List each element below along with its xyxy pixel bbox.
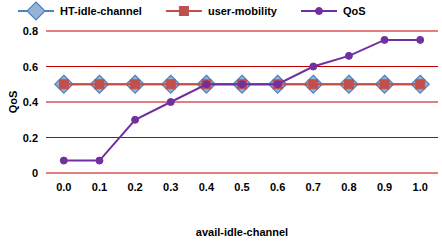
point-marker	[274, 81, 281, 88]
point-marker	[238, 80, 247, 89]
legend-label: HT-idle-channel	[60, 5, 142, 17]
point-marker	[344, 80, 353, 89]
x-tick-label: 0.2	[127, 181, 142, 193]
point-marker	[416, 80, 425, 89]
point-marker	[167, 99, 174, 106]
point-marker	[166, 80, 175, 89]
point-marker	[60, 157, 67, 164]
point-marker	[273, 80, 282, 89]
y-tick-label: 0.2	[23, 132, 38, 144]
legend-marker	[315, 8, 322, 15]
x-tick-label: 0.3	[163, 181, 178, 193]
point-marker	[59, 80, 68, 89]
x-tick-label: 0.9	[377, 181, 392, 193]
point-marker	[309, 80, 318, 89]
point-marker	[131, 80, 140, 89]
series-line	[64, 40, 420, 161]
grid-line	[46, 137, 438, 138]
y-tick-label: 0.4	[23, 96, 39, 108]
y-axis-title: QoS	[7, 91, 19, 114]
y-tick-label: 0	[32, 167, 38, 179]
series-1	[59, 80, 424, 89]
point-marker	[380, 80, 389, 89]
point-marker	[381, 36, 388, 43]
grid	[46, 31, 438, 173]
x-tick-label: 0.4	[199, 181, 215, 193]
legend: HT-idle-channel user-mobility QoS	[18, 2, 366, 20]
legend-marker	[179, 7, 188, 16]
point-marker	[95, 80, 104, 89]
y-tick-label: 0.6	[23, 61, 38, 73]
grid-line	[46, 31, 438, 32]
point-marker	[345, 52, 352, 59]
chart-container: 0 0.2 0.4 0.6 0.8 0.0 0.1 0.2 0.3 0.4 0.5 0.6 0.7 0.8…	[0, 0, 442, 246]
legend-marker	[27, 2, 45, 20]
x-tick-label: 0.1	[92, 181, 107, 193]
point-marker	[417, 36, 424, 43]
point-marker	[239, 81, 246, 88]
point-marker	[202, 80, 211, 89]
data-area	[55, 36, 429, 164]
point-marker	[132, 116, 139, 123]
grid-line	[46, 173, 438, 174]
x-tick-label: 0.6	[270, 181, 285, 193]
x-tick-label: 0.5	[234, 181, 249, 193]
x-tick-label: 1.0	[413, 181, 428, 193]
grid-line	[46, 102, 438, 103]
y-tick-label: 0.8	[23, 25, 38, 37]
chart-svg: 0 0.2 0.4 0.6 0.8 0.0 0.1 0.2 0.3 0.4 0.5 0.6 0.7 0.8…	[0, 0, 442, 246]
series-2	[60, 36, 423, 164]
x-tick-label: 0.7	[306, 181, 321, 193]
point-marker	[203, 81, 210, 88]
point-marker	[96, 157, 103, 164]
grid-line	[46, 66, 438, 67]
series-0	[55, 75, 429, 93]
legend-label: QoS	[343, 5, 366, 17]
point-marker	[310, 63, 317, 70]
x-axis-title: avail-idle-channel	[196, 226, 288, 238]
legend-label: user-mobility	[208, 5, 278, 17]
x-tick-label: 0.8	[341, 181, 356, 193]
x-tick-label: 0.0	[56, 181, 71, 193]
